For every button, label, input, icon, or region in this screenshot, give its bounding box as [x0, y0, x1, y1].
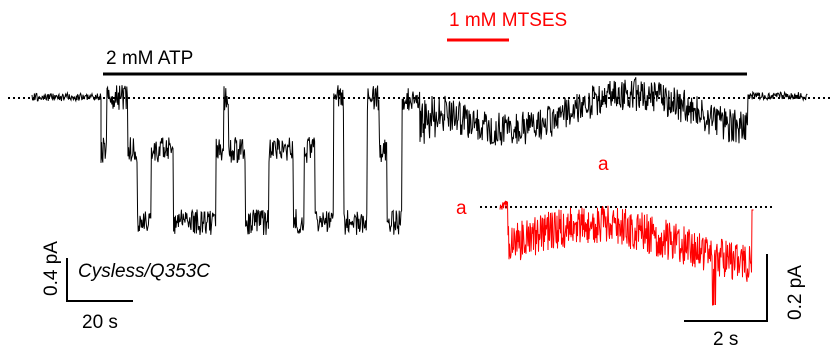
marker-label-main: a	[598, 154, 609, 175]
expanded-scale-time-label: 2 s	[713, 329, 738, 347]
marker-label-expanded: a	[456, 198, 467, 219]
mtses-label: 1 mM MTSES	[449, 10, 567, 31]
expanded-scale-current-label: 0.2 pA	[785, 265, 806, 320]
main-scale-time-label: 20 s	[82, 312, 118, 333]
expanded-current-trace	[499, 200, 754, 306]
main-scale-bar	[66, 258, 133, 302]
expanded-scale-bar	[684, 254, 768, 322]
main-scale-current-label: 0.4 pA	[41, 241, 62, 296]
main-current-trace	[31, 77, 808, 236]
atp-label: 2 mM ATP	[106, 48, 193, 69]
construct-label: Cysless/Q353C	[78, 261, 210, 282]
